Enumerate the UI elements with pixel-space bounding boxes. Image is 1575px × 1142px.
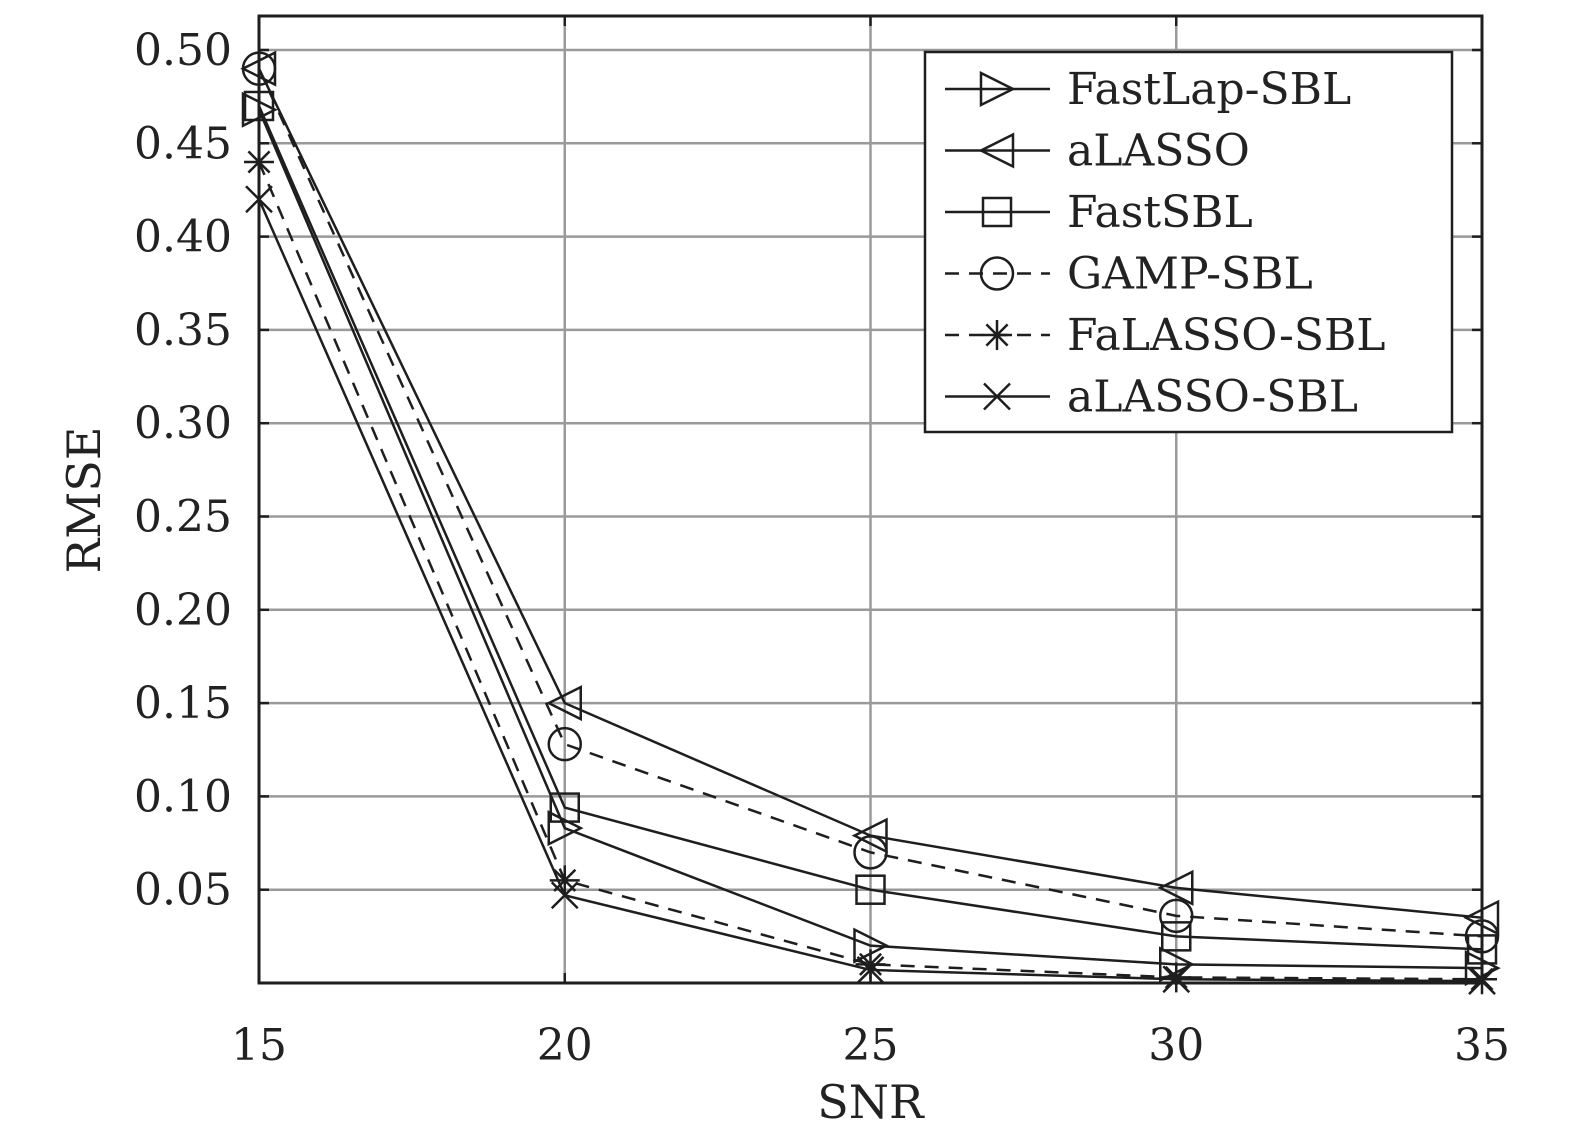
data-point <box>1161 921 1192 952</box>
legend-item: aLASSO <box>945 126 1250 177</box>
x-tick-label: 30 <box>1148 1020 1204 1071</box>
legend-item: FaLASSO-SBL <box>945 310 1386 361</box>
data-point <box>549 792 580 823</box>
x-axis-title: SNR <box>817 1075 925 1129</box>
y-tick-label: 0.40 <box>134 212 232 263</box>
y-tick-label: 0.05 <box>134 865 232 916</box>
data-point <box>550 881 579 910</box>
legend: FastLap-SBL aLASSO FastSBL GAMP-SBL FaLASSO-… <box>923 50 1454 434</box>
legend-marker <box>979 256 1015 291</box>
legend-item: FastLap-SBL <box>945 64 1351 115</box>
legend-marker <box>979 70 1016 108</box>
legend-item: GAMP-SBL <box>945 249 1313 300</box>
series-line <box>257 68 1483 938</box>
data-point <box>855 949 886 980</box>
legend-label: aLASSO-SBL <box>1067 372 1358 423</box>
x-tick-label: 35 <box>1454 1020 1510 1071</box>
legend-marker <box>983 382 1011 411</box>
y-tick-label: 0.50 <box>134 25 232 76</box>
data-point <box>855 874 886 905</box>
series-line <box>257 109 1483 970</box>
legend-label: FastLap-SBL <box>1067 64 1351 115</box>
y-tick-label: 0.30 <box>134 398 232 449</box>
legend-label: GAMP-SBL <box>1067 249 1313 300</box>
data-point <box>856 956 885 984</box>
data-point <box>853 835 888 870</box>
x-tick-label: 15 <box>231 1020 287 1071</box>
y-tick-label: 0.10 <box>134 771 232 822</box>
legend-marker <box>981 196 1013 228</box>
data-point <box>547 726 582 762</box>
y-axis-title: RMSE <box>57 427 111 574</box>
data-point <box>1159 898 1194 934</box>
legend-label: aLASSO <box>1067 126 1250 177</box>
legend-label: FaLASSO-SBL <box>1067 310 1386 361</box>
legend-label: FastSBL <box>1067 187 1253 238</box>
data-point <box>851 817 888 854</box>
y-tick-label: 0.20 <box>134 585 232 636</box>
data-point <box>1157 869 1194 906</box>
legend-item: FastSBL <box>945 187 1253 238</box>
data-point <box>547 810 584 847</box>
legend-marker <box>982 320 1012 350</box>
series-layer <box>240 50 1501 996</box>
legend-marker <box>978 132 1015 169</box>
ticks: 15 20 25 30 35 0.05 0.10 0.15 0.20 0.25 0.30 0.35 0.… <box>134 16 1510 1071</box>
x-tick-label: 20 <box>537 1020 593 1071</box>
y-tick-label: 0.35 <box>134 305 232 356</box>
y-tick-label: 0.45 <box>134 118 232 169</box>
x-tick-label: 25 <box>843 1020 899 1071</box>
y-tick-label: 0.15 <box>134 678 232 729</box>
y-tick-label: 0.25 <box>134 492 232 543</box>
legend-box <box>923 50 1454 434</box>
data-point <box>545 685 582 722</box>
legend-item: aLASSO-SBL <box>945 372 1358 423</box>
series-line <box>257 105 1483 951</box>
